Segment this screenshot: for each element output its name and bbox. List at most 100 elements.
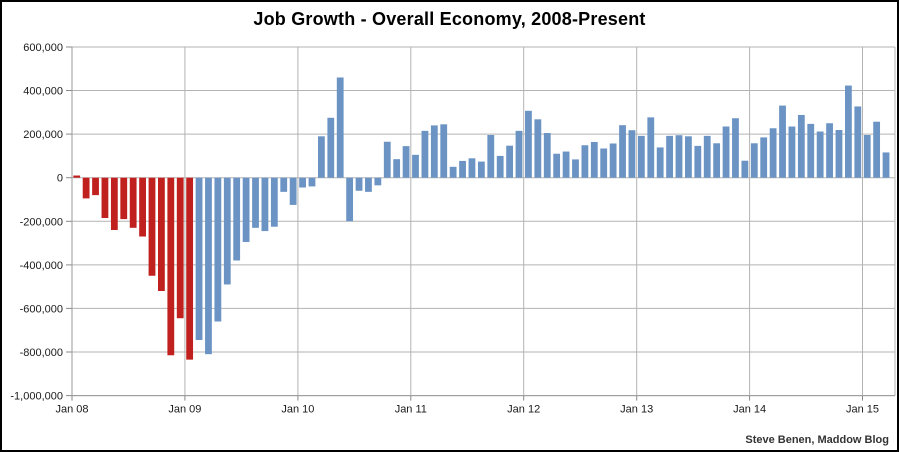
- bar-jun-13: [685, 136, 692, 178]
- bar-mar-12: [543, 133, 551, 178]
- y-axis-label: -600,000: [20, 303, 63, 315]
- bar-aug-10: [365, 177, 372, 192]
- bar-jan-08: [73, 175, 81, 178]
- bar-aug-14: [816, 131, 824, 178]
- bar-jan-09: [186, 177, 194, 360]
- bar-jun-10: [346, 177, 354, 222]
- bar-jan-15: [863, 135, 871, 178]
- bar-jun-09: [233, 177, 241, 261]
- bar-oct-14: [835, 129, 843, 178]
- y-axis-label: 400,000: [23, 86, 63, 98]
- bar-oct-12: [609, 143, 617, 178]
- bar-dec-14: [854, 106, 862, 178]
- bar-mar-15: [882, 152, 890, 178]
- bar-nov-08: [167, 177, 175, 356]
- bar-mar-11: [430, 125, 438, 178]
- bar-dec-08: [176, 177, 184, 319]
- bar-jan-14: [750, 143, 758, 178]
- y-axis-label: -200,000: [20, 216, 63, 228]
- bar-may-12: [562, 151, 570, 178]
- bar-jul-08: [129, 177, 137, 228]
- bar-nov-11: [506, 145, 513, 178]
- bar-jan-10: [299, 177, 306, 188]
- bar-oct-10: [383, 141, 391, 178]
- bar-jun-12: [572, 159, 579, 178]
- bar-may-11: [449, 166, 457, 178]
- y-axis-label: -1,000,000: [10, 391, 63, 403]
- bar-apr-12: [553, 153, 561, 178]
- bar-aug-11: [477, 161, 485, 178]
- x-axis-label: Jan 08: [55, 404, 88, 416]
- bar-jun-14: [797, 114, 805, 178]
- bar-sep-14: [826, 123, 833, 178]
- bar-oct-13: [722, 126, 730, 178]
- bar-aug-13: [703, 135, 711, 178]
- x-axis-label: Jan 11: [395, 404, 427, 416]
- x-axis-label: Jan 14: [733, 404, 766, 416]
- bar-feb-13: [647, 117, 655, 178]
- bar-jul-12: [581, 145, 589, 178]
- bar-apr-13: [666, 135, 673, 178]
- bar-nov-14: [844, 85, 852, 178]
- bar-dec-12: [628, 130, 636, 178]
- bar-dec-13: [741, 160, 749, 178]
- y-axis-label: -800,000: [20, 347, 63, 359]
- bar-jul-14: [807, 123, 815, 178]
- bar-may-10: [336, 77, 344, 178]
- bar-dec-10: [402, 146, 410, 178]
- bar-oct-08: [158, 177, 165, 291]
- bar-feb-15: [873, 121, 881, 178]
- bar-feb-08: [82, 177, 90, 199]
- y-axis-label: 200,000: [23, 129, 63, 141]
- bar-aug-08: [139, 177, 146, 237]
- bar-feb-11: [421, 130, 429, 178]
- bar-apr-11: [440, 124, 448, 178]
- bar-apr-10: [327, 117, 335, 178]
- bar-may-14: [788, 126, 796, 178]
- bar-mar-08: [92, 177, 99, 196]
- bar-jul-10: [355, 177, 363, 191]
- bar-jul-09: [242, 177, 250, 242]
- bar-nov-09: [280, 177, 288, 192]
- bar-may-09: [223, 177, 231, 285]
- x-axis-label: Jan 12: [507, 404, 540, 416]
- bar-nov-12: [619, 125, 626, 178]
- bar-apr-14: [779, 105, 786, 178]
- bar-may-08: [110, 177, 118, 230]
- bar-sep-12: [600, 148, 608, 178]
- bar-jan-11: [412, 154, 419, 178]
- bar-jul-11: [468, 158, 476, 178]
- x-axis-label: Jan 15: [846, 404, 879, 416]
- bar-feb-12: [534, 119, 542, 178]
- bar-nov-10: [393, 159, 401, 178]
- y-axis-label: 0: [57, 173, 63, 185]
- bar-sep-08: [148, 177, 156, 276]
- bar-sep-09: [261, 177, 269, 232]
- bar-apr-09: [214, 177, 222, 322]
- bar-sep-11: [487, 135, 495, 178]
- x-axis-label: Jan 10: [281, 404, 314, 416]
- bar-jul-13: [694, 145, 702, 178]
- bar-jun-08: [120, 177, 128, 220]
- bar-aug-09: [252, 177, 259, 228]
- bar-mar-10: [317, 136, 325, 178]
- bar-mar-09: [205, 177, 212, 355]
- bar-feb-14: [760, 137, 768, 178]
- bar-mar-13: [656, 147, 664, 178]
- bar-dec-09: [289, 177, 297, 205]
- bar-may-13: [675, 135, 683, 178]
- bar-aug-12: [590, 141, 598, 178]
- bar-sep-10: [374, 177, 382, 186]
- bar-jan-12: [525, 110, 532, 178]
- bar-apr-08: [101, 177, 109, 219]
- bar-feb-10: [308, 177, 316, 187]
- bar-mar-14: [769, 128, 777, 178]
- y-axis-label: -400,000: [20, 260, 63, 272]
- bar-dec-11: [515, 130, 523, 178]
- y-axis-label: 600,000: [23, 42, 63, 54]
- bar-jan-13: [637, 135, 645, 178]
- bar-nov-13: [732, 118, 739, 178]
- chart-title: Job Growth - Overall Economy, 2008-Prese…: [253, 9, 646, 29]
